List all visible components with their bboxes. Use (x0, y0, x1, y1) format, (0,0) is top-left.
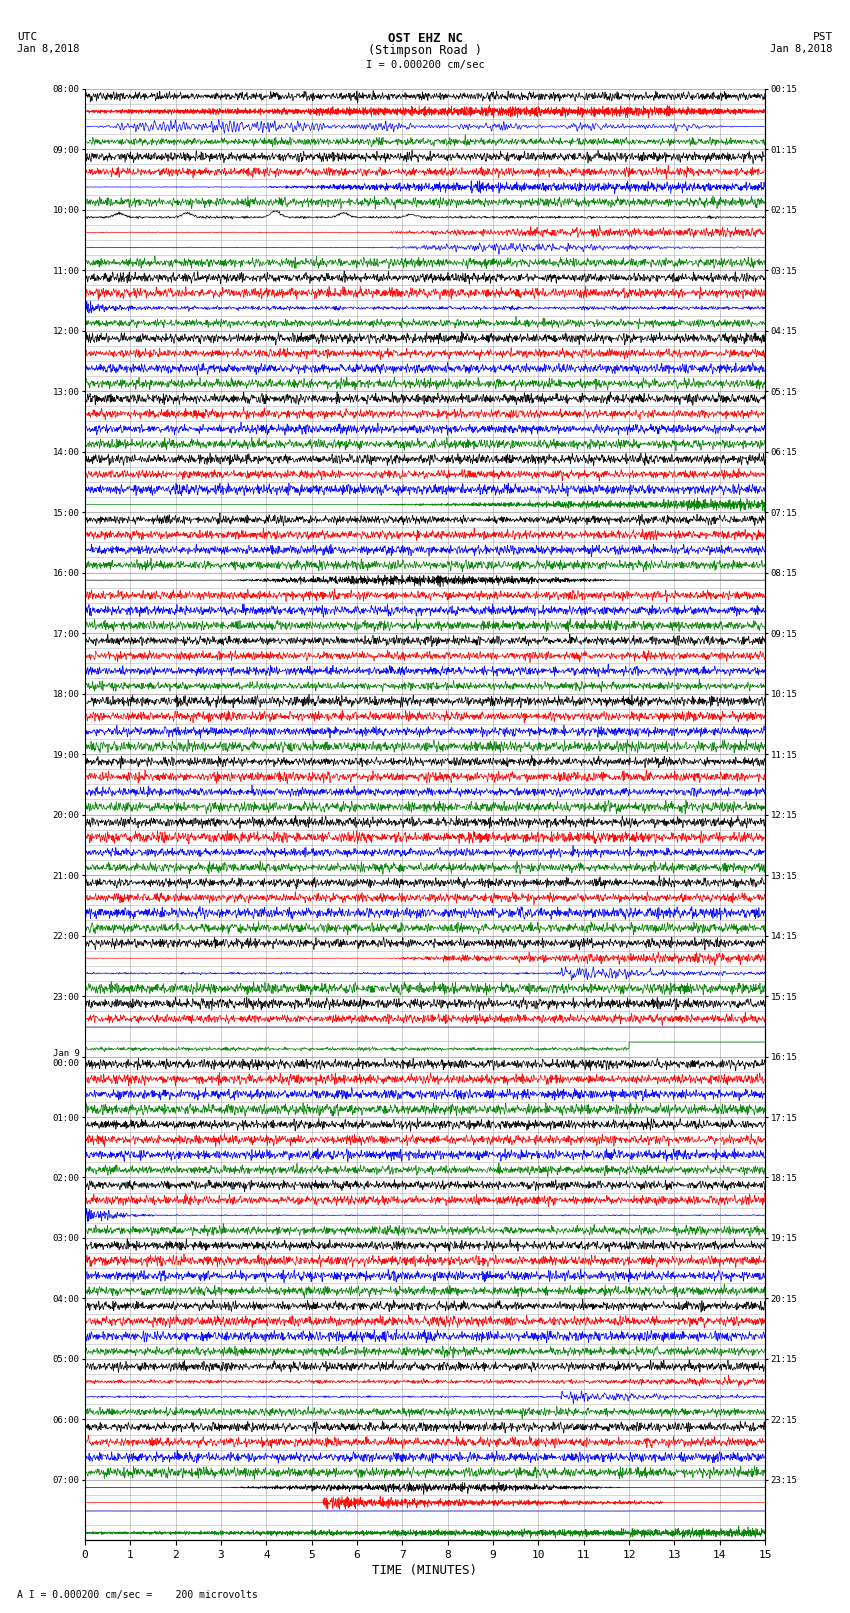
Text: UTC: UTC (17, 32, 37, 42)
Text: OST EHZ NC: OST EHZ NC (388, 32, 462, 45)
Text: Jan 8,2018: Jan 8,2018 (17, 44, 80, 53)
X-axis label: TIME (MINUTES): TIME (MINUTES) (372, 1565, 478, 1578)
Text: PST: PST (813, 32, 833, 42)
Text: I = 0.000200 cm/sec: I = 0.000200 cm/sec (366, 60, 484, 69)
Text: (Stimpson Road ): (Stimpson Road ) (368, 44, 482, 56)
Text: Jan 8,2018: Jan 8,2018 (770, 44, 833, 53)
Text: A I = 0.000200 cm/sec =    200 microvolts: A I = 0.000200 cm/sec = 200 microvolts (17, 1590, 258, 1600)
